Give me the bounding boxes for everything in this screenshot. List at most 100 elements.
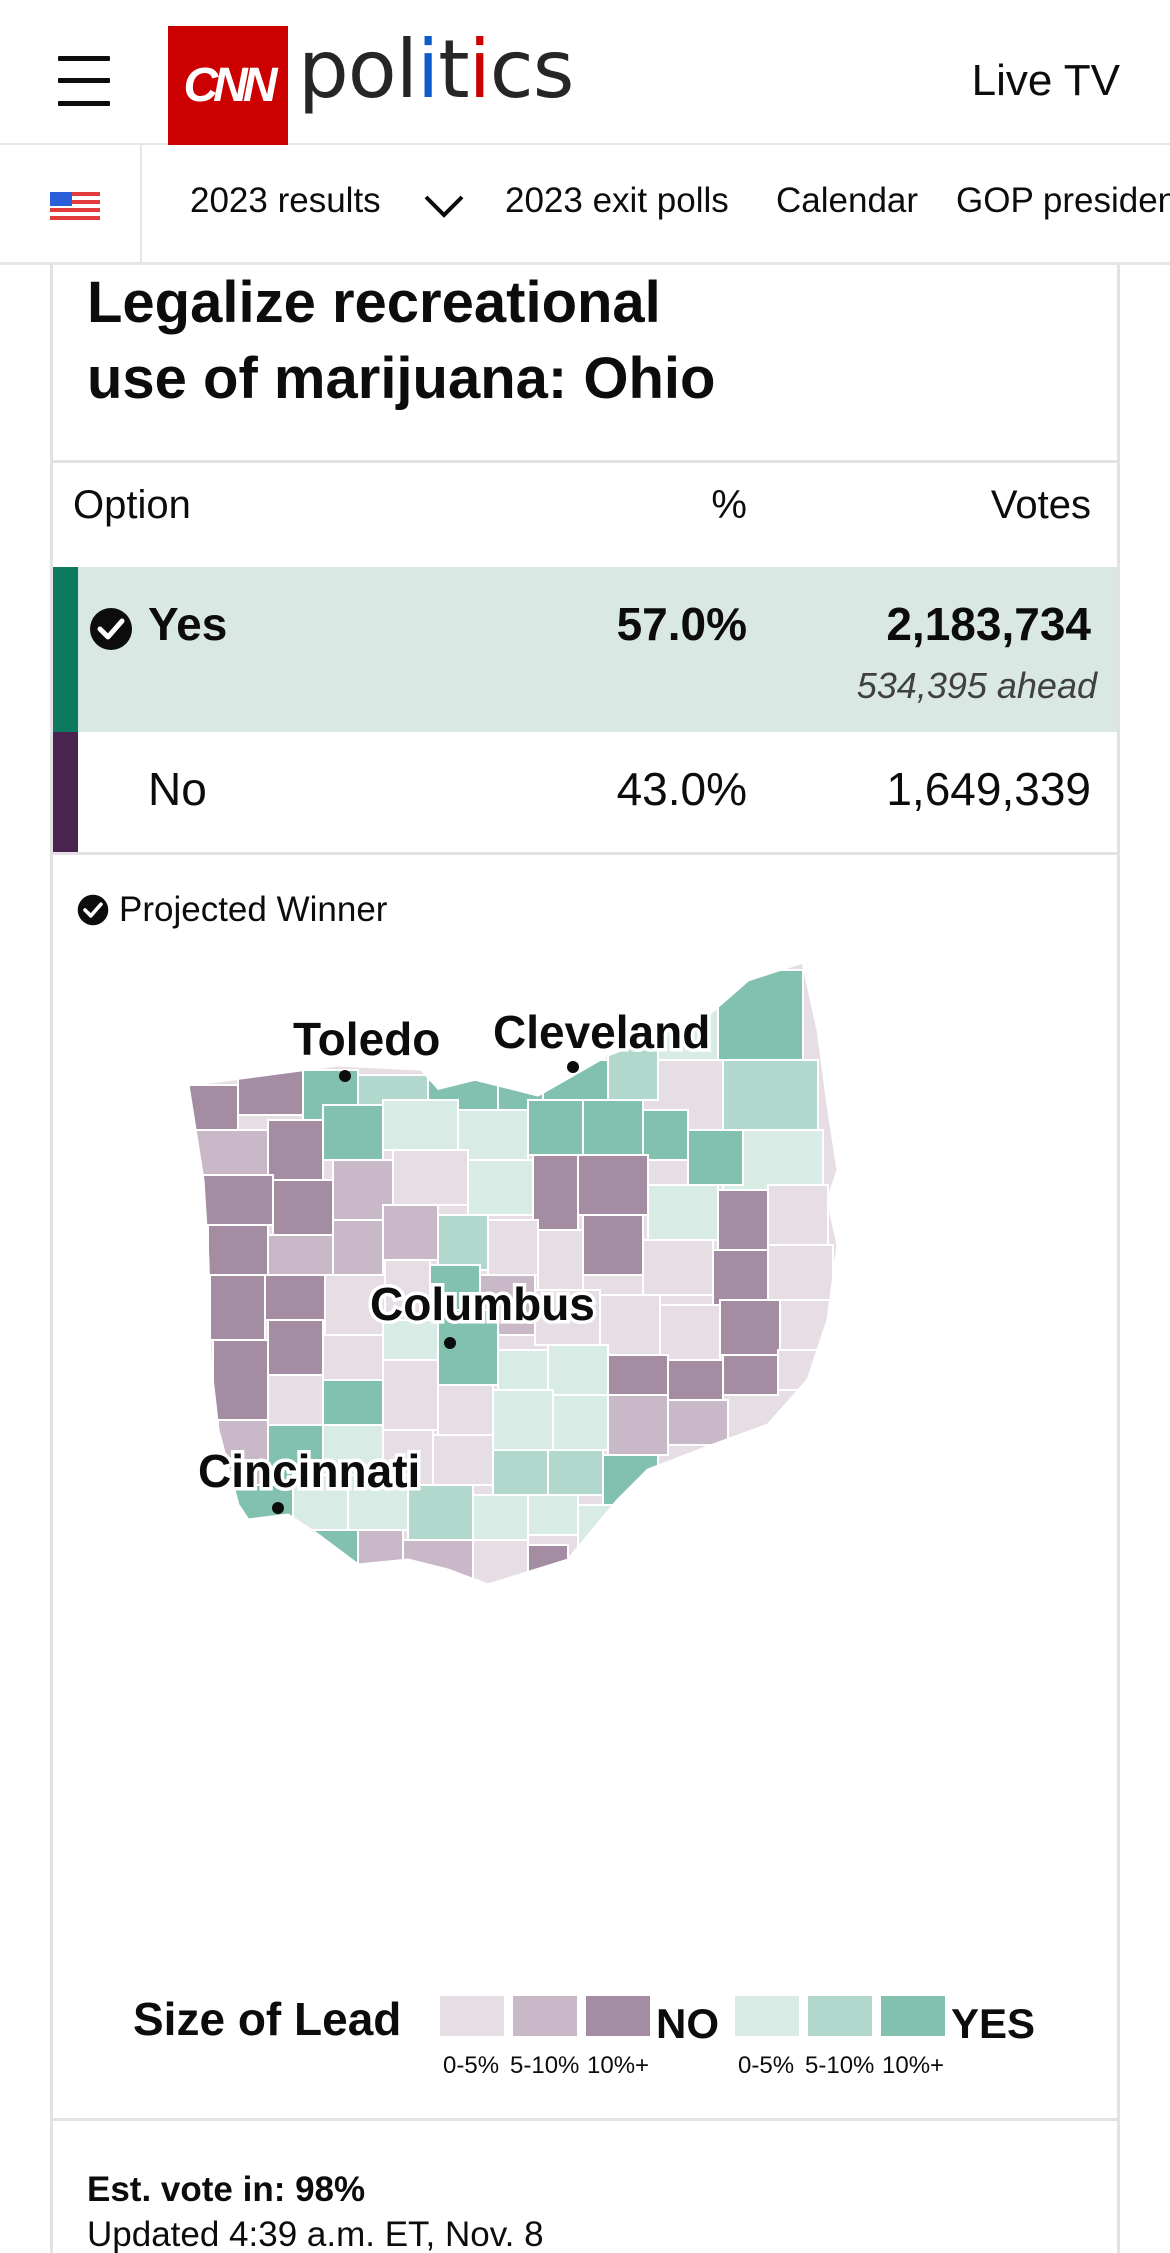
chevron-down-icon[interactable] bbox=[423, 193, 465, 219]
county[interactable] bbox=[537, 1229, 584, 1291]
county[interactable] bbox=[432, 1434, 494, 1486]
legend-range-label: 0-5% bbox=[443, 2052, 500, 2079]
county[interactable] bbox=[202, 1174, 274, 1226]
county[interactable] bbox=[577, 1504, 649, 1546]
county[interactable] bbox=[642, 1239, 714, 1296]
legend-swatch-yes-high bbox=[881, 1996, 945, 2036]
county[interactable] bbox=[492, 1389, 554, 1451]
live-tv-link[interactable]: Live TV bbox=[971, 56, 1120, 105]
race-card: Legalize recreational use of marijuana: … bbox=[50, 265, 1120, 2253]
legend-swatch-no-mid bbox=[513, 1996, 577, 2036]
county[interactable] bbox=[362, 1569, 409, 1610]
county[interactable] bbox=[607, 1354, 669, 1396]
county[interactable] bbox=[767, 1184, 829, 1246]
county[interactable] bbox=[687, 1129, 744, 1186]
legend-range-label: 10%+ bbox=[587, 2052, 650, 2079]
county[interactable] bbox=[547, 1449, 604, 1496]
divider bbox=[53, 2118, 1117, 2121]
column-votes: Votes bbox=[990, 483, 1091, 527]
city-label-toledo: Toledo bbox=[293, 1013, 440, 1065]
county[interactable] bbox=[667, 1359, 724, 1401]
legend-range-label: 0-5% bbox=[738, 2052, 795, 2079]
county[interactable] bbox=[547, 1344, 609, 1396]
subnav-item-gop-presidential[interactable]: GOP presiden bbox=[956, 181, 1170, 220]
option-votes: 1,649,339 bbox=[886, 763, 1091, 815]
county[interactable] bbox=[209, 1274, 266, 1341]
county[interactable] bbox=[322, 1104, 384, 1161]
section-name[interactable]: politics bbox=[298, 23, 574, 116]
county[interactable] bbox=[322, 1379, 384, 1426]
county[interactable] bbox=[207, 1224, 269, 1276]
county[interactable] bbox=[212, 1339, 269, 1421]
city-dot-columbus bbox=[444, 1337, 456, 1349]
county[interactable] bbox=[332, 1219, 384, 1276]
county[interactable] bbox=[477, 1584, 539, 1625]
county[interactable] bbox=[497, 1349, 549, 1391]
county[interactable] bbox=[717, 1189, 769, 1251]
county[interactable] bbox=[267, 1374, 324, 1426]
county[interactable] bbox=[719, 1299, 781, 1356]
county[interactable] bbox=[267, 1119, 324, 1181]
county[interactable] bbox=[192, 1129, 269, 1176]
county[interactable] bbox=[347, 1474, 409, 1531]
county[interactable] bbox=[264, 1274, 326, 1321]
county[interactable] bbox=[472, 1494, 529, 1541]
county[interactable] bbox=[493, 1625, 553, 1665]
county[interactable] bbox=[267, 1319, 324, 1376]
county[interactable] bbox=[407, 1579, 479, 1625]
county[interactable] bbox=[242, 1529, 304, 1581]
result-row-yes: Yes 57.0% 2,183,734 534,395 ahead bbox=[53, 567, 1117, 732]
county[interactable] bbox=[437, 1384, 494, 1436]
menu-icon[interactable] bbox=[58, 56, 110, 106]
county[interactable] bbox=[722, 1354, 779, 1396]
subnav-item-2023-results[interactable]: 2023 results bbox=[190, 181, 381, 220]
county[interactable] bbox=[582, 1214, 644, 1276]
county[interactable] bbox=[322, 1424, 384, 1476]
county[interactable] bbox=[272, 1179, 334, 1236]
county[interactable] bbox=[767, 1244, 834, 1301]
ohio-county-map[interactable]: Toledo Cleveland Columbus Cincinnati bbox=[148, 960, 1088, 1960]
county[interactable] bbox=[779, 1299, 831, 1351]
cnn-logo[interactable]: CNN bbox=[168, 26, 288, 145]
county[interactable] bbox=[472, 1539, 529, 1585]
county[interactable] bbox=[667, 1399, 729, 1446]
county[interactable] bbox=[324, 1274, 386, 1336]
race-title: Legalize recreational use of marijuana: … bbox=[87, 265, 987, 417]
county[interactable] bbox=[382, 1359, 439, 1431]
county[interactable] bbox=[647, 1184, 719, 1241]
legend-swatch-yes-mid bbox=[808, 1996, 872, 2036]
subnav-item-calendar[interactable]: Calendar bbox=[776, 181, 919, 220]
divider bbox=[53, 852, 1117, 855]
county[interactable] bbox=[538, 1590, 583, 1630]
county[interactable] bbox=[642, 1109, 689, 1161]
county[interactable] bbox=[532, 1154, 579, 1231]
county[interactable] bbox=[437, 1214, 489, 1271]
county[interactable] bbox=[717, 969, 804, 1061]
county[interactable] bbox=[577, 1154, 649, 1216]
county[interactable] bbox=[392, 1149, 469, 1206]
county[interactable] bbox=[492, 1449, 549, 1496]
county[interactable] bbox=[722, 1059, 819, 1131]
county[interactable] bbox=[607, 1394, 669, 1456]
county[interactable] bbox=[382, 1204, 439, 1261]
county[interactable] bbox=[659, 1304, 721, 1361]
county[interactable] bbox=[407, 1484, 474, 1541]
county[interactable] bbox=[322, 1334, 384, 1381]
county[interactable] bbox=[467, 1159, 534, 1216]
county[interactable] bbox=[487, 1219, 539, 1276]
us-flag-icon[interactable] bbox=[50, 192, 100, 220]
county[interactable] bbox=[267, 1234, 334, 1276]
subnav-item-exit-polls[interactable]: 2023 exit polls bbox=[505, 181, 729, 220]
county[interactable] bbox=[527, 1099, 584, 1156]
county[interactable] bbox=[712, 1249, 769, 1306]
county[interactable] bbox=[527, 1494, 579, 1536]
county[interactable] bbox=[582, 1099, 644, 1156]
subnav-divider bbox=[140, 145, 142, 262]
county[interactable] bbox=[237, 1069, 304, 1116]
projected-winner-note: Projected Winner bbox=[77, 890, 387, 930]
county[interactable] bbox=[429, 1264, 481, 1311]
county[interactable] bbox=[599, 1294, 661, 1356]
county[interactable] bbox=[602, 1454, 659, 1506]
county[interactable] bbox=[552, 1394, 609, 1451]
county[interactable] bbox=[382, 1099, 459, 1151]
